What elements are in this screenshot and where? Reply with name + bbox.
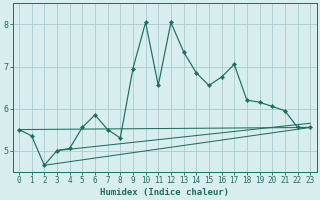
X-axis label: Humidex (Indice chaleur): Humidex (Indice chaleur) bbox=[100, 188, 229, 197]
